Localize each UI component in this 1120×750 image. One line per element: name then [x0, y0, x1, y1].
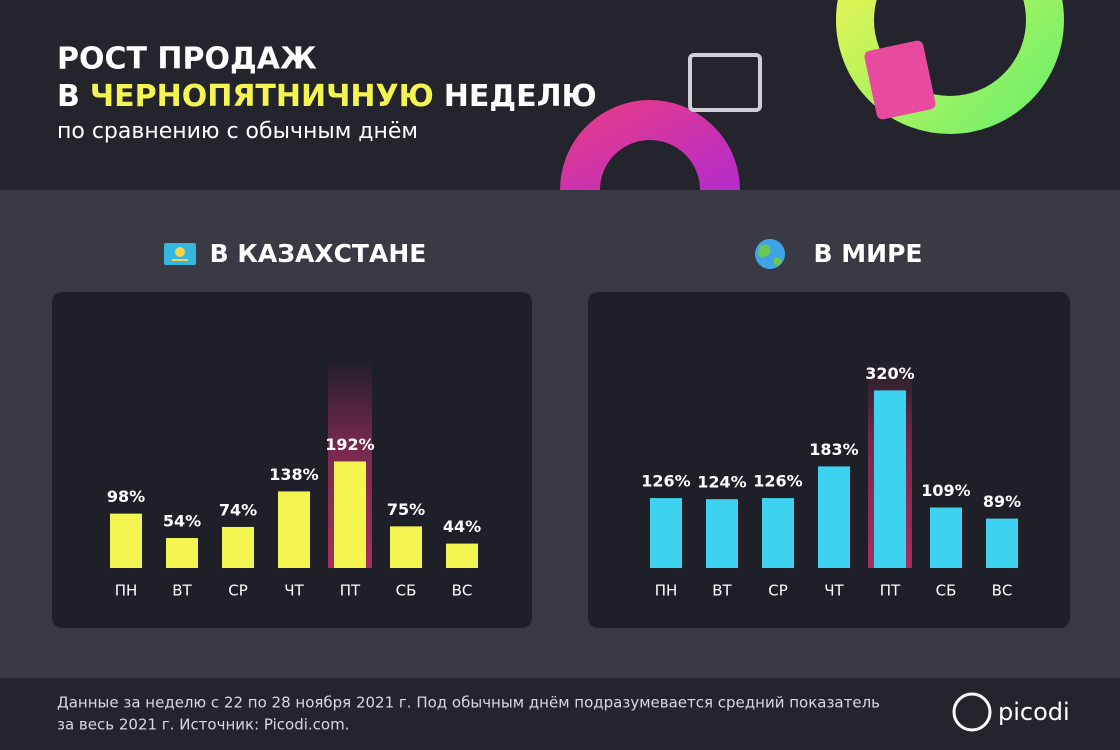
x-tick-label: СБ — [936, 582, 957, 600]
x-tick-label: СР — [768, 582, 788, 600]
value-label: 138% — [269, 465, 318, 484]
title: РОСТ ПРОДАЖ — [57, 42, 317, 77]
logo-icon — [952, 692, 992, 732]
x-tick-label: ВТ — [712, 582, 732, 600]
x-tick-label: ВС — [992, 582, 1013, 600]
bar — [762, 498, 794, 568]
title-part: НЕДЕЛЮ — [444, 79, 597, 114]
title-part: В — [57, 79, 80, 114]
value-label: 183% — [809, 440, 858, 459]
x-tick-label: СР — [228, 582, 248, 600]
x-tick-label: ПТ — [340, 582, 361, 600]
bar — [390, 526, 422, 568]
value-label: 124% — [697, 473, 746, 492]
bar — [874, 390, 906, 568]
decor-ring — [836, 0, 1064, 134]
bar — [334, 461, 366, 568]
bar — [166, 538, 198, 568]
value-label: 320% — [865, 364, 914, 383]
value-label: 126% — [753, 472, 802, 491]
decor-cart — [688, 53, 762, 112]
x-tick-label: ПН — [655, 582, 678, 600]
logo: picodi — [998, 698, 1070, 726]
bar — [818, 466, 850, 568]
bar — [930, 507, 962, 568]
subtitle: по сравнению с обычным днём — [57, 119, 418, 144]
value-label: 192% — [325, 435, 374, 454]
bar — [650, 498, 682, 568]
value-label: 98% — [107, 487, 145, 506]
value-label: 54% — [163, 512, 201, 531]
x-tick-label: ЧТ — [284, 582, 304, 600]
title-highlight: ЧЕРНОПЯТНИЧНУЮ — [90, 79, 434, 114]
flag-icon — [164, 243, 196, 265]
bar — [706, 499, 738, 568]
bar — [222, 526, 254, 568]
panel — [588, 292, 1070, 628]
bar — [278, 491, 310, 568]
decor-arc — [560, 100, 740, 191]
x-tick-label: ВТ — [172, 582, 192, 600]
globe-icon — [755, 239, 785, 269]
footnote: Данные за неделю с 22 по 28 ноября 2021 … — [57, 694, 880, 712]
x-tick-label: ПН — [115, 582, 138, 600]
x-tick-label: ВС — [452, 582, 473, 600]
title: В ЧЕРНОПЯТНИЧНУЮ НЕДЕЛЮ — [57, 79, 597, 114]
panel — [52, 292, 532, 628]
value-label: 89% — [983, 492, 1021, 511]
decor-bag — [864, 40, 936, 120]
x-tick-label: СБ — [396, 582, 417, 600]
value-label: 126% — [641, 472, 690, 491]
chart-title: В КАЗАХСТАНЕ — [210, 239, 427, 268]
bar — [110, 513, 142, 568]
x-tick-label: ЧТ — [824, 582, 844, 600]
bar — [986, 518, 1018, 568]
value-label: 74% — [219, 500, 257, 519]
value-label: 109% — [921, 481, 970, 500]
footnote: за весь 2021 г. Источник: Picodi.com. — [57, 716, 349, 734]
x-tick-label: ПТ — [880, 582, 901, 600]
value-label: 44% — [443, 517, 481, 536]
footer-bg — [0, 678, 1120, 750]
bar — [446, 543, 478, 568]
value-label: 75% — [387, 500, 425, 519]
chart-title: В МИРЕ — [814, 239, 923, 268]
